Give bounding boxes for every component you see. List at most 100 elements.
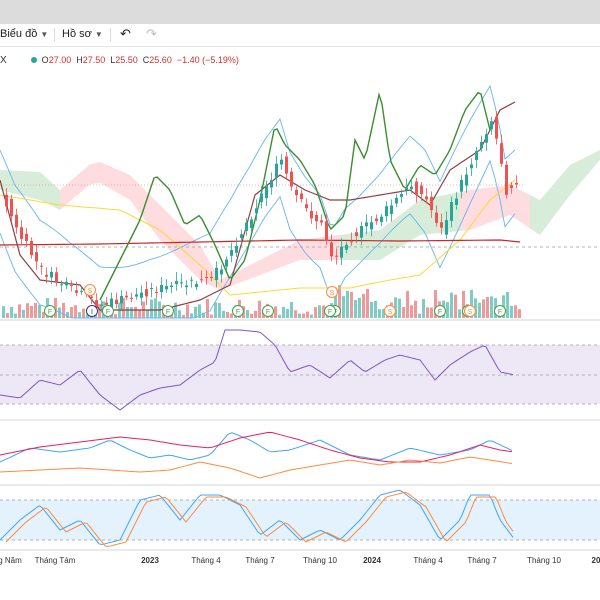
high-label: H <box>76 55 83 65</box>
volume-bar <box>410 305 413 318</box>
cloud-segment <box>550 176 560 222</box>
volume-bar <box>26 303 29 318</box>
volume-bar <box>98 304 101 318</box>
volume-bar <box>2 306 5 318</box>
volume-bars <box>2 285 521 318</box>
candle-body <box>370 222 373 230</box>
symbol-name: X <box>0 54 7 66</box>
candle-body <box>35 252 38 262</box>
event-marker-label: F <box>48 309 52 316</box>
cloud-segment <box>10 170 20 195</box>
event-marker-icon[interactable] <box>86 305 98 317</box>
cloud-segment <box>60 181 70 210</box>
event-marker-icon[interactable] <box>232 305 244 317</box>
candle-body <box>140 292 143 298</box>
volume-bar <box>346 290 349 318</box>
volume-bar <box>122 297 125 318</box>
chart-menu-label: Biểu đồ <box>0 28 38 40</box>
time-axis-label: Tháng 7 <box>467 556 497 565</box>
profile-menu-button[interactable]: Hồ sơ ▼ <box>62 28 103 40</box>
volume-bar <box>14 313 17 318</box>
volume-bar <box>210 314 213 318</box>
cloud-segment <box>250 260 260 279</box>
event-marker-icon[interactable] <box>324 305 336 317</box>
candle-body <box>385 206 388 217</box>
candle-body <box>45 274 48 277</box>
cloud-segment <box>260 255 270 275</box>
candle-body <box>335 255 338 257</box>
volume-bar <box>354 300 357 318</box>
lagging-span-line <box>99 91 491 301</box>
volume-bar <box>286 308 289 318</box>
cloud-segment <box>20 171 30 198</box>
volume-bar <box>358 297 361 318</box>
cloud-segment <box>270 250 280 272</box>
event-marker-icon[interactable] <box>434 305 446 317</box>
chart-menu-button[interactable]: Biểu đồ ▼ <box>0 28 48 40</box>
cloud-segment <box>200 245 210 285</box>
volume-bar <box>230 313 233 318</box>
event-marker-icon[interactable] <box>494 305 506 317</box>
low-value: 25.50 <box>115 55 138 65</box>
undo-icon[interactable]: ↶ <box>120 26 131 41</box>
bollinger-upper-line <box>0 84 516 269</box>
event-marker-icon[interactable] <box>44 305 56 317</box>
volume-bar <box>66 311 69 318</box>
volume-bar <box>414 300 417 318</box>
volume-bar <box>334 289 337 318</box>
candle-body <box>350 241 353 243</box>
event-marker-label: S <box>330 290 335 297</box>
cloud-segment <box>150 195 160 240</box>
event-marker-label: F <box>498 309 502 316</box>
volume-bar <box>338 285 341 318</box>
volume-bar <box>194 306 197 318</box>
volume-bar <box>350 292 353 318</box>
volume-bar <box>190 313 193 318</box>
time-axis-label: 20 <box>592 556 600 565</box>
time-axis-label: Tháng 10 <box>303 556 337 565</box>
volume-bar <box>174 302 177 318</box>
change-value: −1.40 (−5.19%) <box>176 55 239 65</box>
indicator-line-blue <box>0 432 513 463</box>
candle-body <box>400 194 403 197</box>
candle-body <box>420 185 423 195</box>
candle-body <box>145 289 148 297</box>
candle-body <box>430 196 433 211</box>
volume-bar <box>86 313 89 318</box>
volume-bar <box>362 293 365 318</box>
candle-body <box>15 214 18 228</box>
volume-bar <box>78 312 81 318</box>
candle-body <box>300 193 303 199</box>
candle-body <box>415 181 418 195</box>
event-marker-icon[interactable] <box>384 305 396 317</box>
event-marker-label: F <box>266 309 270 316</box>
candle-body <box>245 222 248 231</box>
event-marker-icon[interactable] <box>84 284 96 296</box>
candle-body <box>220 269 223 275</box>
event-marker-icon[interactable] <box>102 305 114 317</box>
candle-body <box>360 226 363 238</box>
event-markers[interactable]: SFFIFFFSFSFFFSF <box>44 284 506 317</box>
event-marker-icon[interactable] <box>326 286 338 298</box>
cloud-segment <box>580 155 590 184</box>
volume-bar <box>458 309 461 318</box>
candle-body <box>260 193 263 203</box>
volume-bar <box>402 307 405 318</box>
candle-body <box>305 204 308 209</box>
candle-body <box>165 286 168 290</box>
event-marker-icon[interactable] <box>162 305 174 317</box>
event-marker-label: S <box>88 288 93 295</box>
time-axis[interactable]: g Năm Tháng Tám 2023 Tháng 4 Tháng 7 Tháng 10… <box>0 556 600 565</box>
volume-bar <box>30 306 33 318</box>
candle-body <box>395 197 398 204</box>
volume-bar <box>406 290 409 318</box>
volume-bar <box>226 312 229 318</box>
event-marker-icon[interactable] <box>464 305 476 317</box>
volume-bar <box>314 307 317 318</box>
redo-icon[interactable]: ↷ <box>146 26 157 41</box>
volume-bar <box>114 314 117 318</box>
time-axis-label: Tháng 7 <box>245 556 275 565</box>
volume-bar <box>482 299 485 318</box>
event-marker-icon[interactable] <box>262 305 274 317</box>
